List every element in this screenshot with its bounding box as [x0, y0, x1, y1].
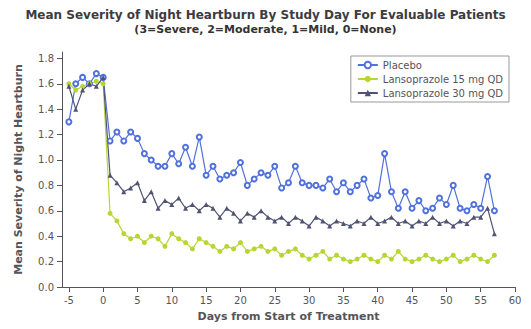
svg-text:30: 30	[303, 295, 316, 306]
svg-text:1.0: 1.0	[38, 154, 54, 165]
svg-text:Mean Severity of Night Heartbu: Mean Severity of Night Heartburn	[12, 64, 25, 275]
svg-text:(3=Severe, 2=Moderate, 1=Mild,: (3=Severe, 2=Moderate, 1=Mild, 0=None)	[134, 23, 396, 36]
svg-text:1.6: 1.6	[38, 78, 54, 89]
svg-text:25: 25	[268, 295, 281, 306]
svg-text:-5: -5	[64, 295, 74, 306]
svg-text:35: 35	[337, 295, 350, 306]
svg-text:40: 40	[371, 295, 384, 306]
svg-text:Lansoprazole 30 mg QD: Lansoprazole 30 mg QD	[383, 88, 503, 99]
svg-text:5: 5	[134, 295, 140, 306]
svg-text:0.8: 0.8	[38, 180, 54, 191]
svg-text:1.8: 1.8	[38, 53, 54, 64]
svg-text:15: 15	[200, 295, 213, 306]
svg-text:45: 45	[406, 295, 419, 306]
svg-text:Placebo: Placebo	[383, 60, 422, 71]
svg-text:Days from Start of Treatment: Days from Start of Treatment	[198, 310, 380, 323]
svg-text:10: 10	[165, 295, 178, 306]
svg-text:0.4: 0.4	[38, 231, 54, 242]
svg-text:50: 50	[440, 295, 453, 306]
svg-text:55: 55	[474, 295, 487, 306]
svg-text:1.2: 1.2	[38, 129, 54, 140]
svg-text:60: 60	[509, 295, 522, 306]
svg-text:0.6: 0.6	[38, 205, 54, 216]
svg-text:Mean Severity of Night Heartbu: Mean Severity of Night Heartburn By Stud…	[25, 8, 505, 22]
svg-text:20: 20	[234, 295, 247, 306]
svg-text:0.2: 0.2	[38, 256, 54, 267]
svg-text:0.0: 0.0	[38, 282, 54, 293]
svg-text:1.4: 1.4	[38, 104, 54, 115]
svg-text:0: 0	[100, 295, 106, 306]
svg-text:Lansoprazole 15 mg QD: Lansoprazole 15 mg QD	[383, 74, 503, 85]
